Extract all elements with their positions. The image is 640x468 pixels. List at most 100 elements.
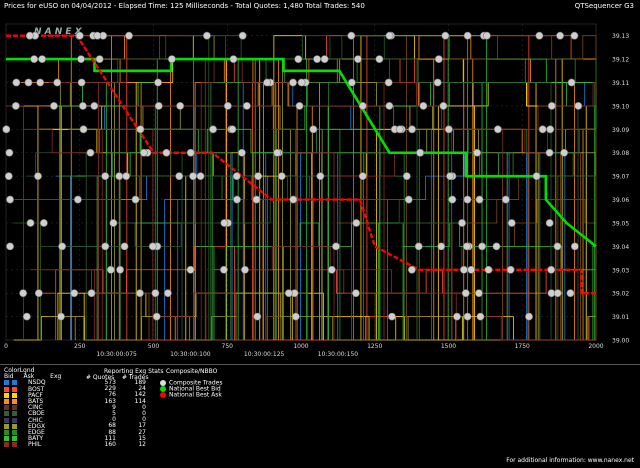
composite-trade-dot xyxy=(313,55,321,64)
composite-trade-dot xyxy=(203,31,211,40)
composite-trade-dot xyxy=(176,102,185,110)
composite-trade-dot xyxy=(476,312,485,321)
composite-trade-dot xyxy=(50,102,58,110)
y-tick-label: 39.00 xyxy=(612,338,629,345)
bid-header: Bid xyxy=(4,373,14,381)
exchange-name: CBOE xyxy=(28,410,45,418)
composite-legend-item: National Best Ask xyxy=(160,392,222,398)
composite-trade-dot xyxy=(220,219,229,227)
composite-trade-dot xyxy=(101,172,110,181)
trade-count: 114 xyxy=(134,397,146,405)
composite-trade-dot xyxy=(567,78,576,87)
legend-exchange-edge: EDGE xyxy=(4,429,74,436)
legend-exchange-bost: BOST xyxy=(4,386,74,393)
composite-trade-dot xyxy=(545,148,554,157)
composite-trade-dot xyxy=(229,55,238,64)
composite-trade-dot xyxy=(385,102,394,110)
composite-trade-dot xyxy=(453,312,461,321)
composite-trade-dot xyxy=(439,102,448,110)
composite-trade-dot xyxy=(26,219,35,227)
y-tick-label: 39.08 xyxy=(612,150,629,157)
composite-trade-dot xyxy=(566,289,575,298)
ask-swatch xyxy=(12,386,17,392)
exchange-name: PACF xyxy=(28,391,43,399)
trades-column: 189 24 142 114 0 0 0 17 27 15 12 xyxy=(124,379,146,448)
quote-line xyxy=(90,35,597,340)
bid-swatch xyxy=(4,411,9,417)
x-tick-label: 1000 xyxy=(293,343,308,350)
composite-label: National Best Bid xyxy=(169,385,221,393)
composite-trade-dot xyxy=(115,172,124,181)
footer-link[interactable]: For additional information: www.nanex.ne… xyxy=(506,457,634,464)
composite-trade-dot xyxy=(482,31,491,40)
quote-count: 0 xyxy=(112,416,116,424)
composite-trade-dot xyxy=(152,312,161,321)
composite-trade-dot xyxy=(220,265,228,274)
bid-swatch xyxy=(4,417,9,423)
legend-exchange-phil: PHIL xyxy=(4,442,74,448)
exchange-name: EDGX xyxy=(28,422,46,430)
composite-trade-dot xyxy=(109,219,118,227)
composite-trade-dot xyxy=(95,55,104,64)
quote-line xyxy=(20,35,597,340)
composite-trade-dot xyxy=(463,195,472,204)
legend-exchange-chic: CHIC xyxy=(4,416,74,424)
composite-trade-dot xyxy=(87,289,96,298)
exchange-name: CHIC xyxy=(28,416,43,424)
composite-trade-dot xyxy=(332,242,340,251)
title-bar: Prices for eUSO on 04/04/2012 - Elapsed … xyxy=(0,0,640,12)
composite-trade-dot xyxy=(570,31,579,40)
composite-trade-dot xyxy=(354,55,362,64)
composite-trade-dot xyxy=(458,219,466,227)
composite-trade-dot xyxy=(462,242,471,251)
y-tick-label: 39.01 xyxy=(612,314,629,321)
composite-trade-dot xyxy=(238,31,247,40)
composite-trade-dot xyxy=(478,242,486,251)
composite-trade-dot xyxy=(189,172,197,181)
composite-trade-dot xyxy=(148,242,157,251)
composite-trade-dot xyxy=(139,148,148,157)
y-tick-label: 39.03 xyxy=(612,267,629,274)
quote-count: 160 xyxy=(104,440,116,448)
legend-exchange-edgx: EDGX xyxy=(4,422,74,430)
composite-trade-dot xyxy=(273,148,282,157)
ask-header: Ask xyxy=(23,373,35,381)
quote-line xyxy=(77,175,597,340)
ask-swatch xyxy=(12,411,17,417)
legend-exchange-baty: BATY xyxy=(4,435,74,442)
composite-trade-dot xyxy=(416,148,424,157)
composite-trade-dot xyxy=(73,195,82,204)
trade-count: 0 xyxy=(142,409,146,417)
bid-swatch xyxy=(4,398,9,404)
chart-header: Prices for eUSO on 04/04/2012 - Elapsed … xyxy=(4,2,365,10)
bid-swatch xyxy=(4,386,9,392)
composite-trade-dot xyxy=(404,195,413,204)
composite-trade-dot xyxy=(375,55,384,64)
composite-trade-dot xyxy=(358,172,367,181)
composite-trade-dot xyxy=(136,289,144,298)
composite-trade-dot xyxy=(79,125,88,134)
composite-trade-dot xyxy=(131,195,140,204)
composite-trade-dot xyxy=(209,125,217,134)
composite-trade-dot xyxy=(395,125,404,134)
composite-trade-dot xyxy=(136,125,145,134)
composite-trade-dot xyxy=(120,242,129,251)
composite-trade-dot xyxy=(402,172,411,181)
composite-trade-dot xyxy=(263,78,272,87)
composite-trade-dot xyxy=(77,55,85,64)
composite-trade-dot xyxy=(57,312,65,321)
time-label: 10:30:00:075 xyxy=(96,351,137,358)
composite-trade-dot xyxy=(233,195,241,204)
composite-trade-dot xyxy=(463,31,472,40)
composite-trade-dot xyxy=(75,31,84,40)
ask-swatch xyxy=(12,423,17,429)
composite-trade-dot xyxy=(77,78,86,87)
composite-label: National Best Ask xyxy=(169,391,222,399)
legend-exchange-cboe: CBOE xyxy=(4,411,74,417)
exchange-name: PHIL xyxy=(28,441,42,449)
composite-trade-dot xyxy=(446,172,454,181)
legend-exchange-bats: BATS xyxy=(4,398,74,405)
composite-trade-dot xyxy=(122,172,131,181)
bid-swatch xyxy=(4,380,9,386)
composite-trade-dot xyxy=(106,265,115,274)
